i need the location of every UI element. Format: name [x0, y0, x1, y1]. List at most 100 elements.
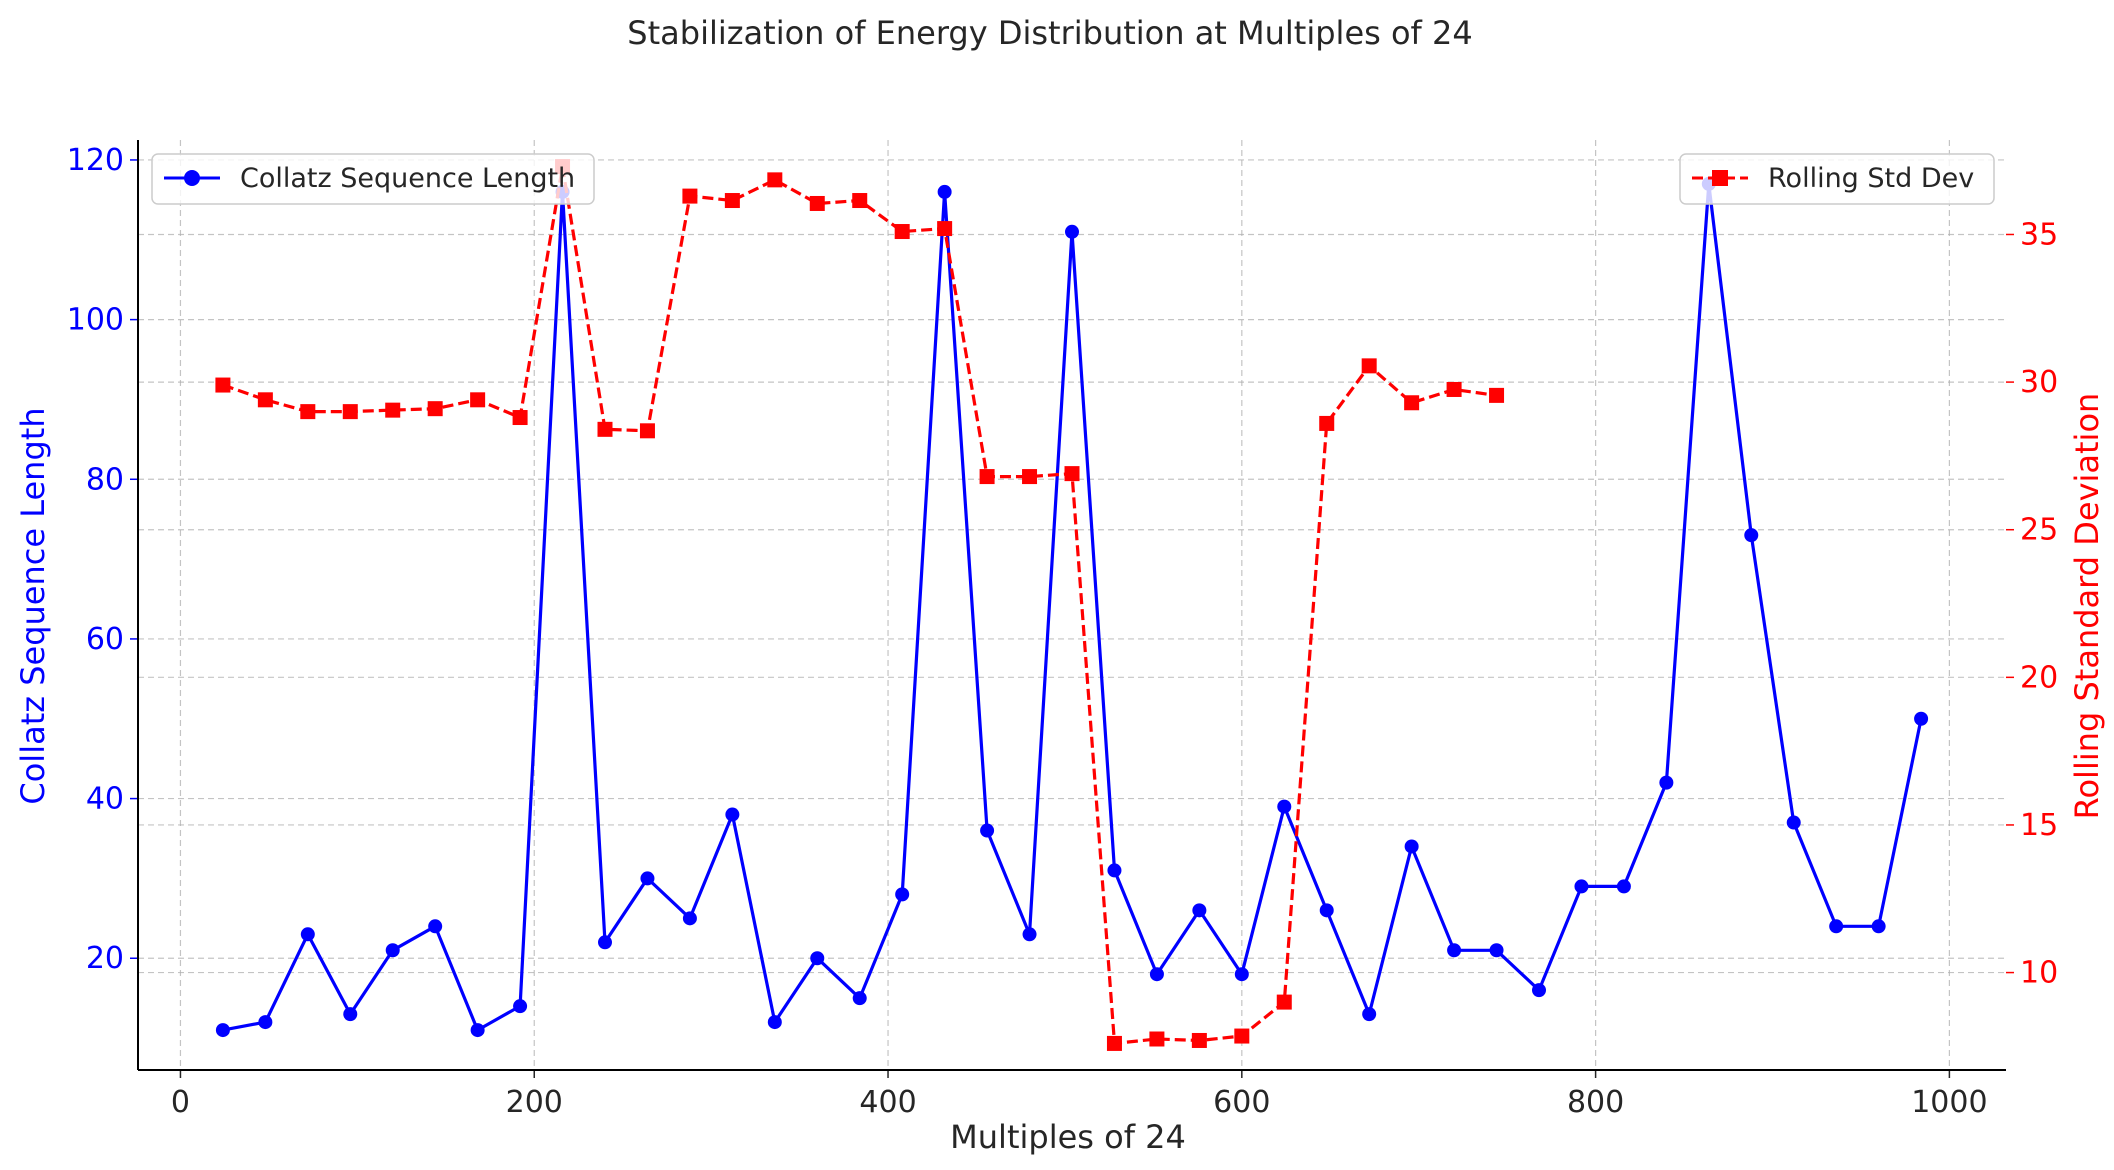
data-point-collatz-length [1447, 943, 1462, 958]
legend-right-swatch-marker [1712, 170, 1728, 186]
series-line-collatz-length [222, 182, 1923, 1032]
data-point-rolling-std [385, 402, 401, 418]
data-point-collatz-length [980, 823, 995, 838]
data-point-rolling-std [1276, 994, 1292, 1010]
data-point-collatz-length [1532, 983, 1546, 998]
labels: Stabilization of Energy Distribution at … [14, 14, 2106, 1156]
data-point-collatz-length [1277, 799, 1292, 814]
data-point-collatz-length [1107, 863, 1122, 878]
data-point-rolling-std [1446, 381, 1462, 397]
legend-left: Collatz Sequence Length [151, 153, 595, 205]
legend-right: Rolling Std Dev [1679, 153, 1995, 205]
data-point-collatz-length [598, 935, 612, 950]
x-axis-title: Multiples of 24 [950, 1118, 1186, 1156]
data-point-rolling-std [512, 410, 528, 426]
y-right-tick-label: 30 [2020, 365, 2058, 400]
data-point-collatz-length [1065, 224, 1079, 239]
data-point-collatz-length [1616, 879, 1631, 894]
data-point-collatz-length [1022, 927, 1037, 942]
data-point-collatz-length [767, 1015, 782, 1030]
data-point-collatz-length [1659, 775, 1674, 790]
data-point-collatz-length [895, 887, 910, 902]
legend-right-label: Rolling Std Dev [1768, 163, 1974, 194]
y-left-tick-label: 40 [86, 782, 124, 817]
axes: 0 200 400 600 800 1000 20 40 60 80 100 120 10 15 20 25 3… [67, 140, 2058, 1120]
data-point-collatz-length [470, 1023, 485, 1038]
series [215, 159, 1929, 1051]
data-point-collatz-length [258, 1015, 273, 1030]
data-point-collatz-length [682, 911, 697, 926]
data-point-rolling-std [937, 221, 953, 237]
y-left-tick-label: 100 [67, 303, 124, 338]
data-point-rolling-std [215, 377, 231, 393]
x-tick-label: 600 [1213, 1085, 1270, 1120]
data-point-rolling-std [767, 172, 783, 188]
data-point-rolling-std [639, 423, 655, 439]
data-point-rolling-std [1319, 415, 1335, 431]
data-point-rolling-std [597, 421, 613, 437]
data-point-collatz-length [1149, 967, 1164, 982]
y-right-tick-label: 25 [2020, 513, 2058, 548]
y-right-tick-label: 35 [2020, 217, 2058, 252]
data-point-rolling-std [1234, 1028, 1250, 1044]
y-left-tick-label: 120 [67, 143, 124, 178]
x-tick-label: 0 [171, 1085, 190, 1120]
data-point-collatz-length [1829, 919, 1844, 934]
data-point-collatz-length [1914, 711, 1929, 726]
x-tick-label: 800 [1567, 1085, 1624, 1120]
data-point-rolling-std [342, 404, 358, 420]
y-right-tick-label: 15 [2020, 808, 2058, 843]
data-point-rolling-std [809, 195, 825, 211]
data-point-collatz-length [852, 991, 867, 1006]
data-point-collatz-length [810, 951, 825, 966]
data-point-collatz-length [1871, 919, 1886, 934]
y-right-tick-label: 10 [2020, 956, 2058, 991]
data-point-rolling-std [1022, 469, 1038, 485]
y-left-tick-label: 60 [86, 622, 124, 657]
data-point-collatz-length [937, 184, 952, 199]
data-point-rolling-std [1489, 387, 1505, 403]
data-point-collatz-length [300, 927, 315, 942]
series-line-rolling-std [222, 165, 1497, 1046]
grid [138, 140, 2006, 1070]
y-left-tick-label: 20 [86, 941, 124, 976]
data-point-collatz-length [513, 999, 528, 1014]
data-point-collatz-length [215, 1023, 230, 1038]
y-left-tick-label: 80 [86, 462, 124, 497]
data-point-rolling-std [1106, 1035, 1122, 1051]
data-point-rolling-std [1064, 466, 1080, 482]
data-point-collatz-length [1234, 967, 1249, 982]
data-point-collatz-length [640, 871, 655, 886]
y-axis-right-title: Rolling Standard Deviation [2068, 393, 2106, 820]
data-point-rolling-std [724, 193, 740, 209]
data-point-collatz-length [1192, 903, 1207, 918]
x-tick-label: 1000 [1911, 1085, 1987, 1120]
y-right-tick-label: 20 [2020, 660, 2058, 695]
data-point-rolling-std [1149, 1031, 1165, 1047]
data-point-collatz-length [1744, 528, 1759, 543]
data-point-collatz-length [1319, 903, 1334, 918]
data-point-rolling-std [1191, 1032, 1207, 1048]
data-point-rolling-std [1404, 395, 1420, 411]
legend-left-swatch-marker [184, 170, 200, 186]
data-point-collatz-length [1786, 815, 1801, 830]
chart-title: Stabilization of Energy Distribution at … [627, 14, 1472, 52]
data-point-rolling-std [682, 188, 698, 204]
data-point-collatz-length [725, 807, 740, 822]
data-point-rolling-std [300, 404, 316, 420]
y-axis-left-title: Collatz Sequence Length [14, 407, 52, 804]
legend-left-label: Collatz Sequence Length [240, 163, 575, 194]
legend-left-frame [151, 153, 595, 205]
data-point-rolling-std [257, 392, 273, 408]
x-tick-label: 400 [859, 1085, 916, 1120]
data-point-collatz-length [1489, 943, 1504, 958]
data-point-collatz-length [1404, 839, 1419, 854]
data-point-rolling-std [894, 224, 910, 240]
data-point-rolling-std [470, 392, 486, 408]
data-point-collatz-length [385, 943, 400, 958]
legend-right-frame [1679, 153, 1995, 205]
data-point-rolling-std [427, 401, 443, 417]
data-point-collatz-length [343, 1007, 358, 1022]
